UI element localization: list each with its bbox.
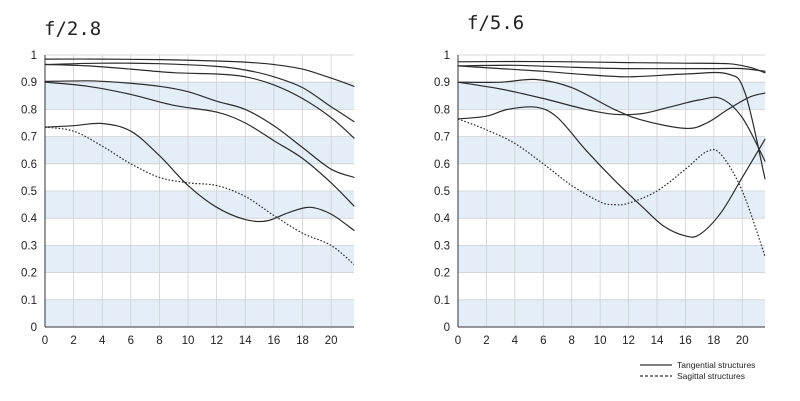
y-tick-label: 0.3: [434, 240, 450, 252]
y-tick-label: 0.6: [434, 159, 450, 171]
y-tick-label: 0.3: [21, 240, 37, 252]
legend-tangential-label: Tangential structures: [677, 360, 755, 370]
y-tick-label: 0: [444, 322, 450, 334]
y-tick-label: 0.8: [21, 104, 37, 116]
y-tick-label: 0.1: [21, 295, 37, 307]
y-tick-label: 0.4: [21, 213, 38, 225]
x-tick-label: 2: [70, 335, 76, 347]
x-tick-label: 8: [569, 335, 575, 347]
x-tick-label: 12: [622, 335, 635, 347]
x-tick-label: 0: [455, 335, 461, 347]
chart-title: f/5.6: [467, 12, 524, 34]
y-tick-label: 1: [31, 50, 37, 62]
band-0: [458, 299, 765, 327]
series-line-tangential: [457, 81, 766, 162]
band-6: [45, 136, 354, 164]
x-tick-label: 0: [42, 335, 48, 347]
band-0: [45, 299, 354, 327]
series-line-tangential: [44, 62, 355, 123]
y-tick-label: 0.1: [434, 295, 450, 307]
series-line-tangential: [457, 65, 766, 180]
chart-title: f/2.8: [44, 18, 101, 40]
x-tick-label: 8: [156, 335, 162, 347]
x-tick-label: 14: [239, 335, 252, 347]
y-tick-label: 0: [31, 322, 37, 334]
series-line-tangential: [44, 80, 355, 178]
series-line-tangential: [457, 64, 766, 72]
y-tick-label: 0.7: [21, 132, 37, 144]
y-tick-label: 0.5: [434, 186, 450, 198]
y-tick-label: 0.7: [434, 132, 450, 144]
x-tick-label: 10: [182, 335, 195, 347]
chart-f56: 0 2 4 6 8 10 12 14 16 18 20 0 0.1 0.2 0.3 0.4 0.5 0.6 0.7 0…: [434, 12, 766, 347]
x-tick-label: 16: [679, 335, 692, 347]
series-line-tangential: [457, 106, 766, 238]
x-tick-label: 6: [128, 335, 134, 347]
x-tick-label: 14: [651, 335, 664, 347]
legend-sagittal-label: Sagittal structures: [677, 371, 745, 381]
x-tick-label: 20: [736, 335, 749, 347]
y-tick-label: 0.9: [434, 77, 450, 89]
x-tick-label: 4: [99, 335, 106, 347]
series-line-tangential: [44, 122, 355, 231]
y-tick-label: 0.6: [21, 159, 37, 171]
series-line-tangential: [44, 58, 355, 87]
series-line-sagittal: [457, 118, 766, 257]
x-tick-label: 4: [512, 335, 519, 347]
series-line-tangential: [457, 60, 766, 74]
band-6: [458, 136, 765, 164]
x-tick-label: 10: [594, 335, 607, 347]
series-line-sagittal: [44, 126, 355, 265]
x-tick-label: 2: [483, 335, 489, 347]
x-tick-label: 16: [267, 335, 280, 347]
x-tick-label: 18: [707, 335, 720, 347]
y-tick-label: 0.5: [21, 186, 37, 198]
y-tick-label: 1: [444, 50, 450, 62]
band-2: [45, 245, 354, 273]
y-tick-label: 0.8: [434, 104, 450, 116]
series-line-tangential: [44, 81, 355, 207]
y-tick-label: 0.9: [21, 77, 37, 89]
x-tick-label: 18: [296, 335, 309, 347]
series-line-tangential: [457, 78, 766, 130]
y-tick-label: 0.4: [434, 213, 451, 225]
y-tick-label: 0.2: [21, 268, 37, 280]
legend: Tangential structures Sagittal structure…: [640, 360, 755, 381]
x-tick-label: 6: [540, 335, 546, 347]
chart-f28: 0 2 4 6 8 10 12 14 16 18 20 0 0.1 0.2 0.3 0.4 0.5 0.6 0.7 0…: [21, 18, 355, 347]
band-2: [458, 245, 765, 273]
x-tick-label: 12: [210, 335, 223, 347]
series-line-tangential: [44, 63, 355, 139]
band-8: [458, 82, 765, 110]
y-tick-label: 0.2: [434, 268, 450, 280]
x-tick-label: 20: [325, 335, 338, 347]
